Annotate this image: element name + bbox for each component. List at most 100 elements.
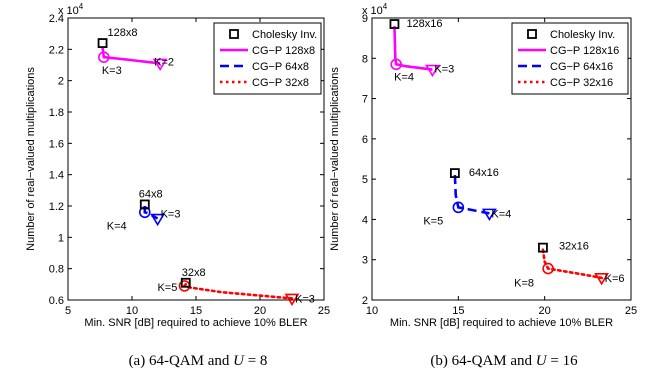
y-tick-label: 1.4: [49, 170, 64, 182]
cholesky-marker: [538, 242, 548, 253]
legend-swatch-square: [527, 29, 537, 39]
k-point-label: K=4: [107, 220, 127, 232]
series-line-2: [541, 248, 603, 280]
y-tick-label: 0.8: [49, 264, 64, 276]
k-point-label: K=6: [605, 273, 625, 285]
x-axis-label: Min. SNR [dB] required to achieve 10% BL…: [84, 317, 307, 329]
y-tick-label: 4: [362, 214, 368, 226]
caption-suffix: = 8: [244, 353, 267, 369]
cholesky-label: 64x16: [469, 167, 499, 179]
y-multiplier-label: x 104: [362, 2, 388, 17]
legend-entry: CG−P 32x16: [550, 77, 613, 89]
cholesky-label: 128x16: [406, 18, 442, 30]
cholesky-marker: [389, 19, 400, 29]
x-tick-label: 15: [452, 305, 464, 317]
x-tick-label: 20: [254, 305, 266, 317]
x-axis-label: Min. SNR [dB] required to achieve 10% BL…: [390, 317, 613, 329]
legend-box: [213, 22, 322, 95]
y-tick-label: 1.6: [49, 138, 64, 150]
y-multiplier-exponent: 4: [79, 2, 84, 11]
y-tick-label: 3: [362, 255, 368, 267]
y-tick-label: 8: [362, 53, 368, 65]
caption-variable: U: [233, 353, 245, 369]
y-multiplier-base: x 10: [362, 5, 383, 17]
series-line-0: [101, 47, 161, 65]
legend-entry: CG−P 128x16: [550, 45, 619, 57]
plot-frame: [371, 17, 632, 301]
k-point-label: K=5: [423, 215, 443, 227]
y-tick-label: 6: [362, 134, 368, 146]
y-tick-label: 2: [58, 76, 64, 88]
x-tick-label: 25: [318, 305, 330, 317]
y-tick-label: 1.8: [49, 107, 64, 119]
y-tick-label: 2.2: [49, 44, 64, 56]
cholesky-marker: [180, 277, 191, 288]
x-tick-label: 20: [539, 305, 551, 317]
caption-prefix: (b) 64-QAM and: [430, 353, 535, 369]
k-point-circle: [139, 206, 151, 219]
y-tick-label: 1: [58, 232, 64, 244]
caption-variable: U: [536, 353, 548, 369]
k-point-triangle: [594, 273, 610, 286]
caption-suffix: = 16: [547, 353, 578, 369]
y-multiplier-label: x 104: [58, 2, 84, 17]
cholesky-label: 32x8: [182, 267, 206, 279]
k-point-label: K=8: [514, 278, 534, 290]
y-tick-label: 1.2: [49, 201, 64, 213]
k-point-triangle: [284, 293, 300, 306]
k-point-circle: [98, 51, 110, 63]
series-line-2: [182, 283, 294, 300]
k-point-triangle: [482, 208, 497, 221]
k-point-circle: [452, 201, 465, 214]
figure-caption: (a) 64-QAM and U = 8: [129, 353, 268, 369]
y-tick-label: 7: [362, 94, 368, 106]
k-point-triangle: [425, 64, 440, 78]
y-multiplier-exponent: 4: [383, 2, 388, 11]
cholesky-label: 32x16: [559, 241, 589, 253]
k-point-label: K=3: [295, 293, 315, 305]
k-point-label: K=3: [102, 65, 122, 77]
legend-entry: Cholesky Inv.: [252, 29, 317, 41]
y-tick-label: 9: [362, 13, 368, 25]
k-point-triangle: [152, 58, 168, 71]
y-multiplier-base: x 10: [58, 5, 79, 17]
x-tick-label: 15: [190, 305, 202, 317]
k-point-label: K=4: [491, 208, 511, 220]
y-axis-label: Number of real−valued multiplications: [329, 67, 341, 251]
k-point-label: K=3: [434, 64, 454, 76]
k-point-label: K=2: [154, 56, 174, 68]
caption-prefix: (a) 64-QAM and: [129, 353, 234, 369]
k-point-circle: [390, 58, 402, 71]
figure-caption: (b) 64-QAM and U = 16: [430, 353, 578, 369]
k-point-circle: [542, 262, 554, 275]
y-tick-label: 5: [362, 174, 368, 186]
cholesky-label: 128x8: [108, 27, 138, 39]
k-point-label: K=4: [394, 71, 414, 83]
k-point-triangle: [150, 213, 166, 227]
legend: Cholesky Inv. CG−P 128x16 CG−P 64x16 CG−P 3…: [511, 22, 629, 95]
series-line-0: [393, 26, 433, 71]
legend: Cholesky Inv. CG−P 128x8 CG−P 64x8 CG−P 32x…: [213, 22, 322, 95]
x-tick-label: 10: [366, 305, 378, 317]
legend-entry: CG−P 128x8: [252, 45, 315, 57]
y-tick-label: 2: [362, 295, 368, 307]
y-tick-label: 0.6: [49, 295, 64, 307]
y-axis-label: Number of real−valued multiplications: [25, 67, 37, 251]
legend-entry: CG−P 32x8: [252, 77, 309, 89]
cholesky-marker: [139, 199, 150, 210]
y-tick-label: 2.4: [49, 13, 64, 25]
legend-entry: CG−P 64x8: [252, 61, 309, 73]
k-point-label: K=5: [157, 282, 177, 294]
legend-entry: Cholesky Inv.: [550, 29, 615, 41]
chart-panel-a: 5 10 15 20 25 0.6 0.8 1 1.2 1.4 1.6 1.8 2 2.2 2.4x 104…: [25, 2, 330, 369]
cholesky-marker: [449, 168, 460, 179]
cholesky-marker: [97, 38, 108, 48]
x-tick-label: 5: [65, 305, 71, 317]
legend-swatch-square: [229, 29, 239, 39]
cholesky-label: 64x8: [139, 188, 163, 200]
legend-entry: CG−P 64x16: [550, 61, 613, 73]
k-point-label: K=3: [161, 209, 181, 221]
x-tick-label: 25: [625, 305, 637, 317]
